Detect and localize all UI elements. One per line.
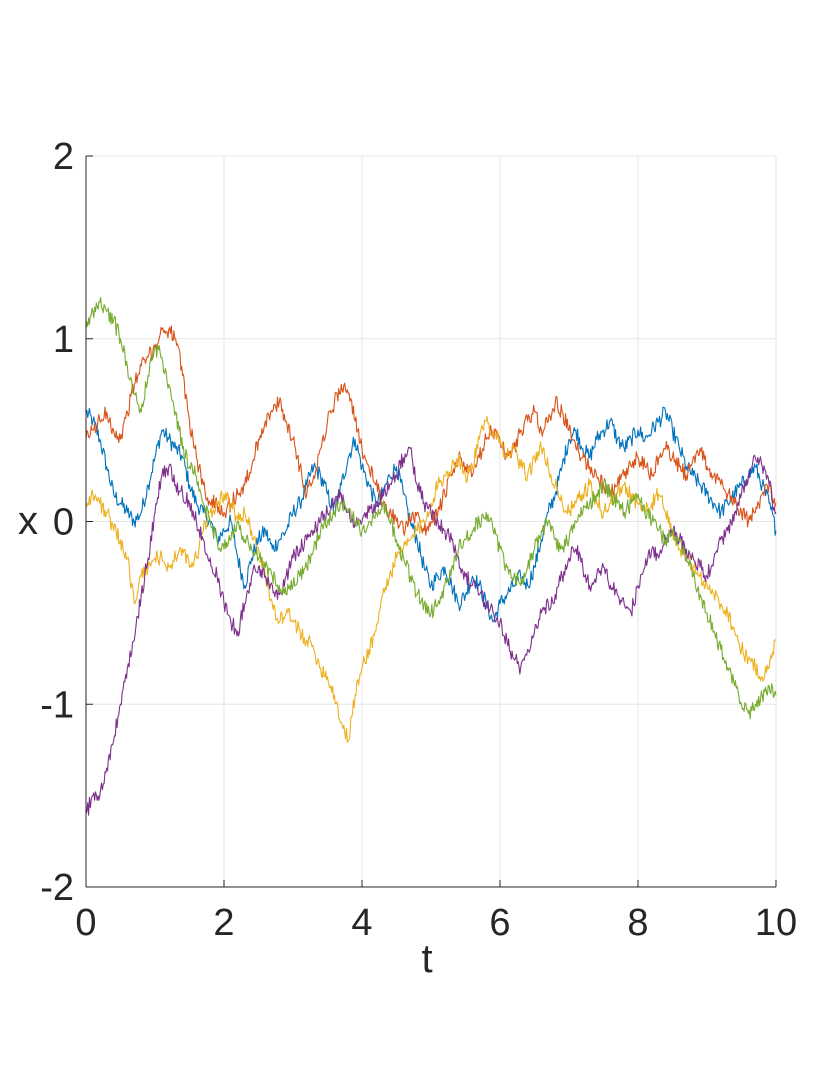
y-tick-label: 0 <box>53 502 74 544</box>
y-axis-label: x <box>18 499 38 543</box>
x-tick-label: 0 <box>75 902 96 944</box>
y-tick-label: 1 <box>53 319 74 361</box>
y-tick-label: 2 <box>53 136 74 178</box>
y-tick-label: -2 <box>40 867 74 909</box>
x-tick-label: 8 <box>627 902 648 944</box>
series-line-5 <box>85 296 777 720</box>
x-tick-label: 2 <box>213 902 234 944</box>
x-axis-label: t <box>421 937 432 981</box>
y-tick-label: -1 <box>40 684 74 726</box>
series-group <box>85 296 777 816</box>
axes <box>85 155 777 888</box>
series-line-1 <box>85 406 777 623</box>
series-line-4 <box>85 446 777 816</box>
x-tick-label: 10 <box>755 902 797 944</box>
tick-labels: 0 2 4 6 8 10 -2 -1 0 1 2 <box>40 136 797 944</box>
series-line-2 <box>85 325 777 536</box>
x-tick-label: 6 <box>489 902 510 944</box>
x-tick-label: 4 <box>351 902 372 944</box>
